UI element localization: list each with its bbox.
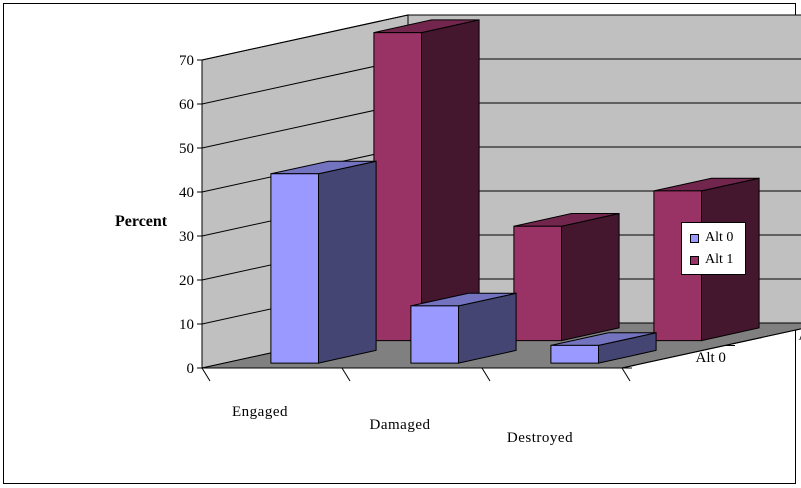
x-tick [481,367,491,382]
y-tick-label: 60 [179,97,194,113]
x-tick-label-damaged: Damaged [370,417,431,433]
legend-label-alt-0: Alt 0 [705,230,734,245]
y-axis-title: Percent [115,213,168,230]
x-tick-label-engaged: Engaged [232,404,288,420]
legend-item-alt-0: Alt 0 [690,229,733,247]
gridline-70 [201,14,801,61]
bar-alt-0-damaged [410,292,517,364]
x-tick [341,367,351,382]
bar-side [421,19,480,342]
bar-alt-0-destroyed [550,332,657,364]
bar-front [270,173,319,364]
y-tick-label: 0 [187,361,195,377]
axes [197,59,801,382]
bar-side [318,160,377,364]
y-tick-label: 50 [179,141,194,157]
bar-front [373,32,422,342]
bar-side [561,212,620,342]
legend-swatch-alt-1 [690,255,699,265]
bar-front [513,225,562,342]
depth-label-alt-0: Alt 0 [696,350,726,366]
bar-alt-1-engaged [373,19,480,342]
x-tick [621,367,631,382]
axis-labels: 0 10 20 30 40 50 60 70 Engaged Damaged Destroyed Al… [179,53,801,446]
legend-item-alt-1: Alt 1 [690,251,733,269]
legend-swatch-alt-0 [690,233,699,243]
bars [270,19,760,364]
y-tick-label: 30 [179,229,194,245]
bar-alt-0-engaged [270,160,377,364]
x-tick [201,367,211,382]
x-tick-label-destroyed: Destroyed [507,430,573,446]
y-tick-label: 10 [179,317,194,333]
y-tick-label: 20 [179,273,194,289]
bar-alt-1-damaged [513,212,620,342]
legend-label-alt-1: Alt 1 [705,252,734,267]
y-tick-label: 40 [179,185,194,201]
y-tick-label: 70 [179,53,194,69]
bar-front [410,305,459,364]
depth-label-alt-1: Alt 1 [799,327,801,343]
bar-front [550,344,599,364]
legend: Alt 0 Alt 1 [681,222,746,275]
